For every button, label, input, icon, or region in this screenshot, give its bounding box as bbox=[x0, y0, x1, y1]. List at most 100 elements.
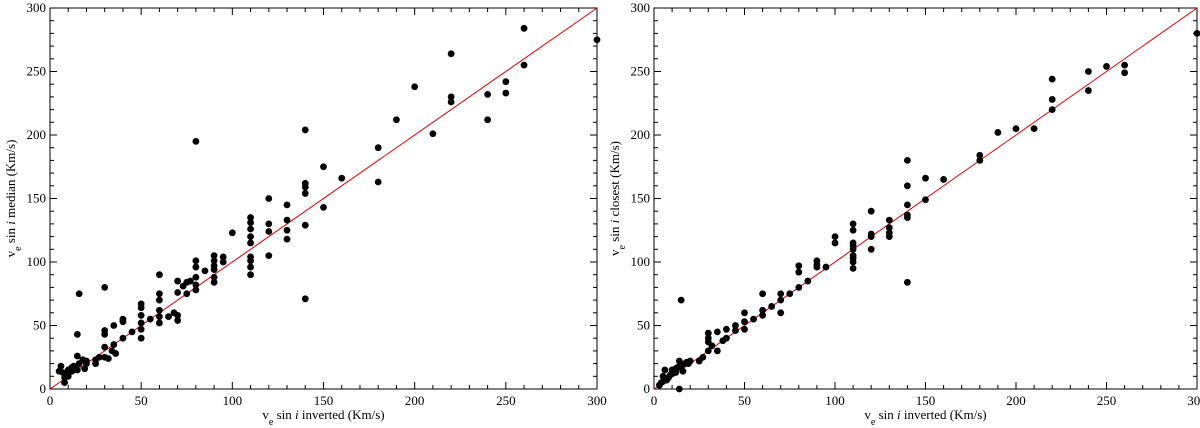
data-point bbox=[283, 216, 291, 224]
data-point bbox=[192, 286, 200, 294]
data-point bbox=[101, 284, 109, 291]
data-point bbox=[1085, 68, 1092, 75]
data-point bbox=[904, 201, 911, 209]
data-point bbox=[247, 271, 254, 279]
x-axis-label: ve sin i inverted (Km/s) bbox=[864, 407, 986, 428]
data-point bbox=[922, 196, 929, 204]
x-tick-label: 300 bbox=[1187, 393, 1200, 408]
data-point bbox=[976, 151, 984, 159]
data-point bbox=[777, 296, 785, 304]
data-point bbox=[110, 341, 118, 348]
data-point bbox=[156, 319, 163, 327]
data-point bbox=[593, 36, 601, 44]
data-point bbox=[447, 93, 455, 101]
data-point bbox=[447, 50, 455, 58]
data-point bbox=[904, 278, 911, 286]
data-point bbox=[777, 290, 785, 298]
data-point bbox=[228, 229, 236, 237]
y-axis-label: ve sin i median (Km/s) bbox=[3, 140, 24, 258]
data-point bbox=[1121, 61, 1128, 69]
data-point bbox=[686, 357, 694, 365]
data-point bbox=[137, 319, 145, 327]
data-point bbox=[219, 253, 227, 261]
data-point bbox=[137, 304, 145, 312]
data-point bbox=[247, 233, 254, 241]
data-point bbox=[741, 309, 748, 317]
data-point bbox=[73, 330, 81, 338]
data-point bbox=[940, 176, 947, 183]
data-point bbox=[484, 116, 491, 124]
data-point bbox=[83, 360, 90, 367]
data-point bbox=[679, 367, 687, 375]
x-tick-label: 150 bbox=[916, 393, 936, 408]
data-point bbox=[320, 203, 327, 211]
data-point bbox=[922, 174, 929, 182]
data-point bbox=[137, 311, 145, 319]
data-point bbox=[374, 144, 382, 152]
data-point bbox=[201, 267, 209, 275]
data-point bbox=[128, 328, 136, 336]
data-point bbox=[1048, 75, 1056, 83]
data-point bbox=[849, 226, 857, 234]
data-point bbox=[156, 271, 163, 279]
y-tick-label: 100 bbox=[631, 254, 651, 269]
y-axis-label: ve sin i closest (Km/s) bbox=[607, 141, 628, 256]
data-point bbox=[165, 313, 172, 321]
x-tick-label: 0 bbox=[651, 393, 658, 408]
data-point bbox=[904, 214, 911, 221]
data-point bbox=[57, 362, 65, 370]
data-point bbox=[101, 343, 109, 351]
data-point bbox=[1103, 63, 1110, 70]
data-point bbox=[713, 328, 721, 336]
data-point bbox=[994, 129, 1002, 136]
x-tick-label: 150 bbox=[314, 393, 334, 408]
data-point bbox=[393, 116, 400, 124]
data-point bbox=[904, 157, 911, 164]
data-point bbox=[759, 290, 766, 298]
data-point bbox=[73, 366, 81, 374]
data-point bbox=[849, 245, 857, 253]
data-point bbox=[301, 295, 309, 303]
data-point bbox=[174, 317, 182, 324]
data-point bbox=[831, 239, 839, 247]
data-point bbox=[520, 61, 528, 69]
data-point bbox=[210, 266, 218, 274]
data-point bbox=[732, 322, 739, 329]
data-point bbox=[831, 233, 839, 241]
data-point bbox=[750, 315, 757, 323]
data-point bbox=[1030, 125, 1038, 133]
data-point bbox=[301, 221, 309, 229]
data-point bbox=[247, 219, 254, 227]
data-point bbox=[741, 318, 748, 326]
data-point bbox=[192, 263, 200, 271]
data-point bbox=[192, 281, 200, 289]
data-point bbox=[759, 306, 766, 314]
data-point bbox=[1012, 125, 1020, 133]
data-point bbox=[1085, 87, 1092, 94]
y-tick-label: 300 bbox=[631, 0, 651, 15]
data-point bbox=[786, 290, 794, 298]
data-point bbox=[101, 327, 109, 334]
data-point bbox=[156, 313, 163, 321]
data-point bbox=[708, 342, 716, 350]
data-point bbox=[219, 258, 227, 266]
data-point bbox=[699, 353, 707, 361]
data-point bbox=[283, 226, 291, 234]
data-point bbox=[137, 334, 145, 342]
data-point bbox=[885, 216, 893, 224]
data-point bbox=[265, 252, 273, 260]
x-tick-label: 50 bbox=[135, 393, 148, 408]
data-point bbox=[247, 257, 254, 265]
data-point bbox=[247, 225, 254, 233]
data-point bbox=[795, 262, 803, 270]
x-tick-label: 50 bbox=[738, 393, 751, 408]
y-tick-label: 0 bbox=[40, 381, 47, 396]
data-point bbox=[183, 290, 191, 298]
data-point bbox=[119, 334, 127, 342]
data-point bbox=[813, 257, 821, 265]
y-tick-label: 50 bbox=[637, 318, 650, 333]
data-point bbox=[1121, 69, 1128, 77]
data-point bbox=[301, 126, 309, 134]
data-point bbox=[283, 235, 291, 243]
